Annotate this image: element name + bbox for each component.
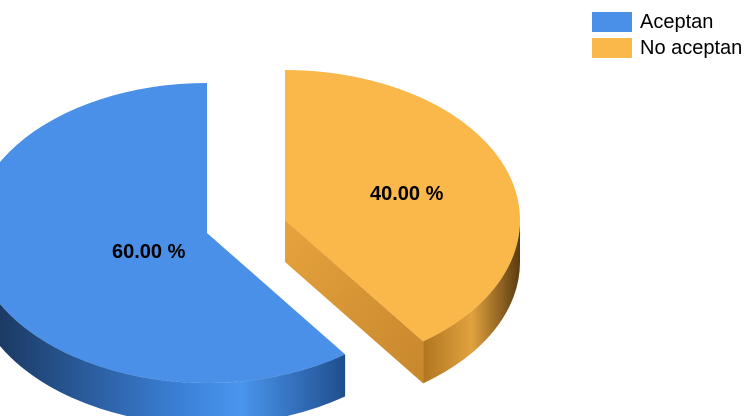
legend-swatch (592, 12, 632, 32)
data-label: 60.00 % (112, 241, 186, 263)
pie-slice-1 (285, 70, 520, 384)
legend-item: No aceptan (592, 36, 742, 60)
legend-label: No aceptan (640, 36, 743, 59)
legend-swatch (592, 38, 632, 58)
slice-cut-face (285, 220, 424, 384)
data-label: 40.00 % (370, 183, 444, 205)
legend-label: Aceptan (640, 10, 714, 33)
slice-top (0, 83, 346, 383)
legend-item: Aceptan (592, 10, 742, 34)
slice-side (423, 220, 520, 384)
slice-top (285, 70, 520, 342)
slice-side (0, 303, 346, 416)
pie-slice-0 (0, 83, 346, 416)
legend: Aceptan No aceptan (592, 10, 742, 62)
